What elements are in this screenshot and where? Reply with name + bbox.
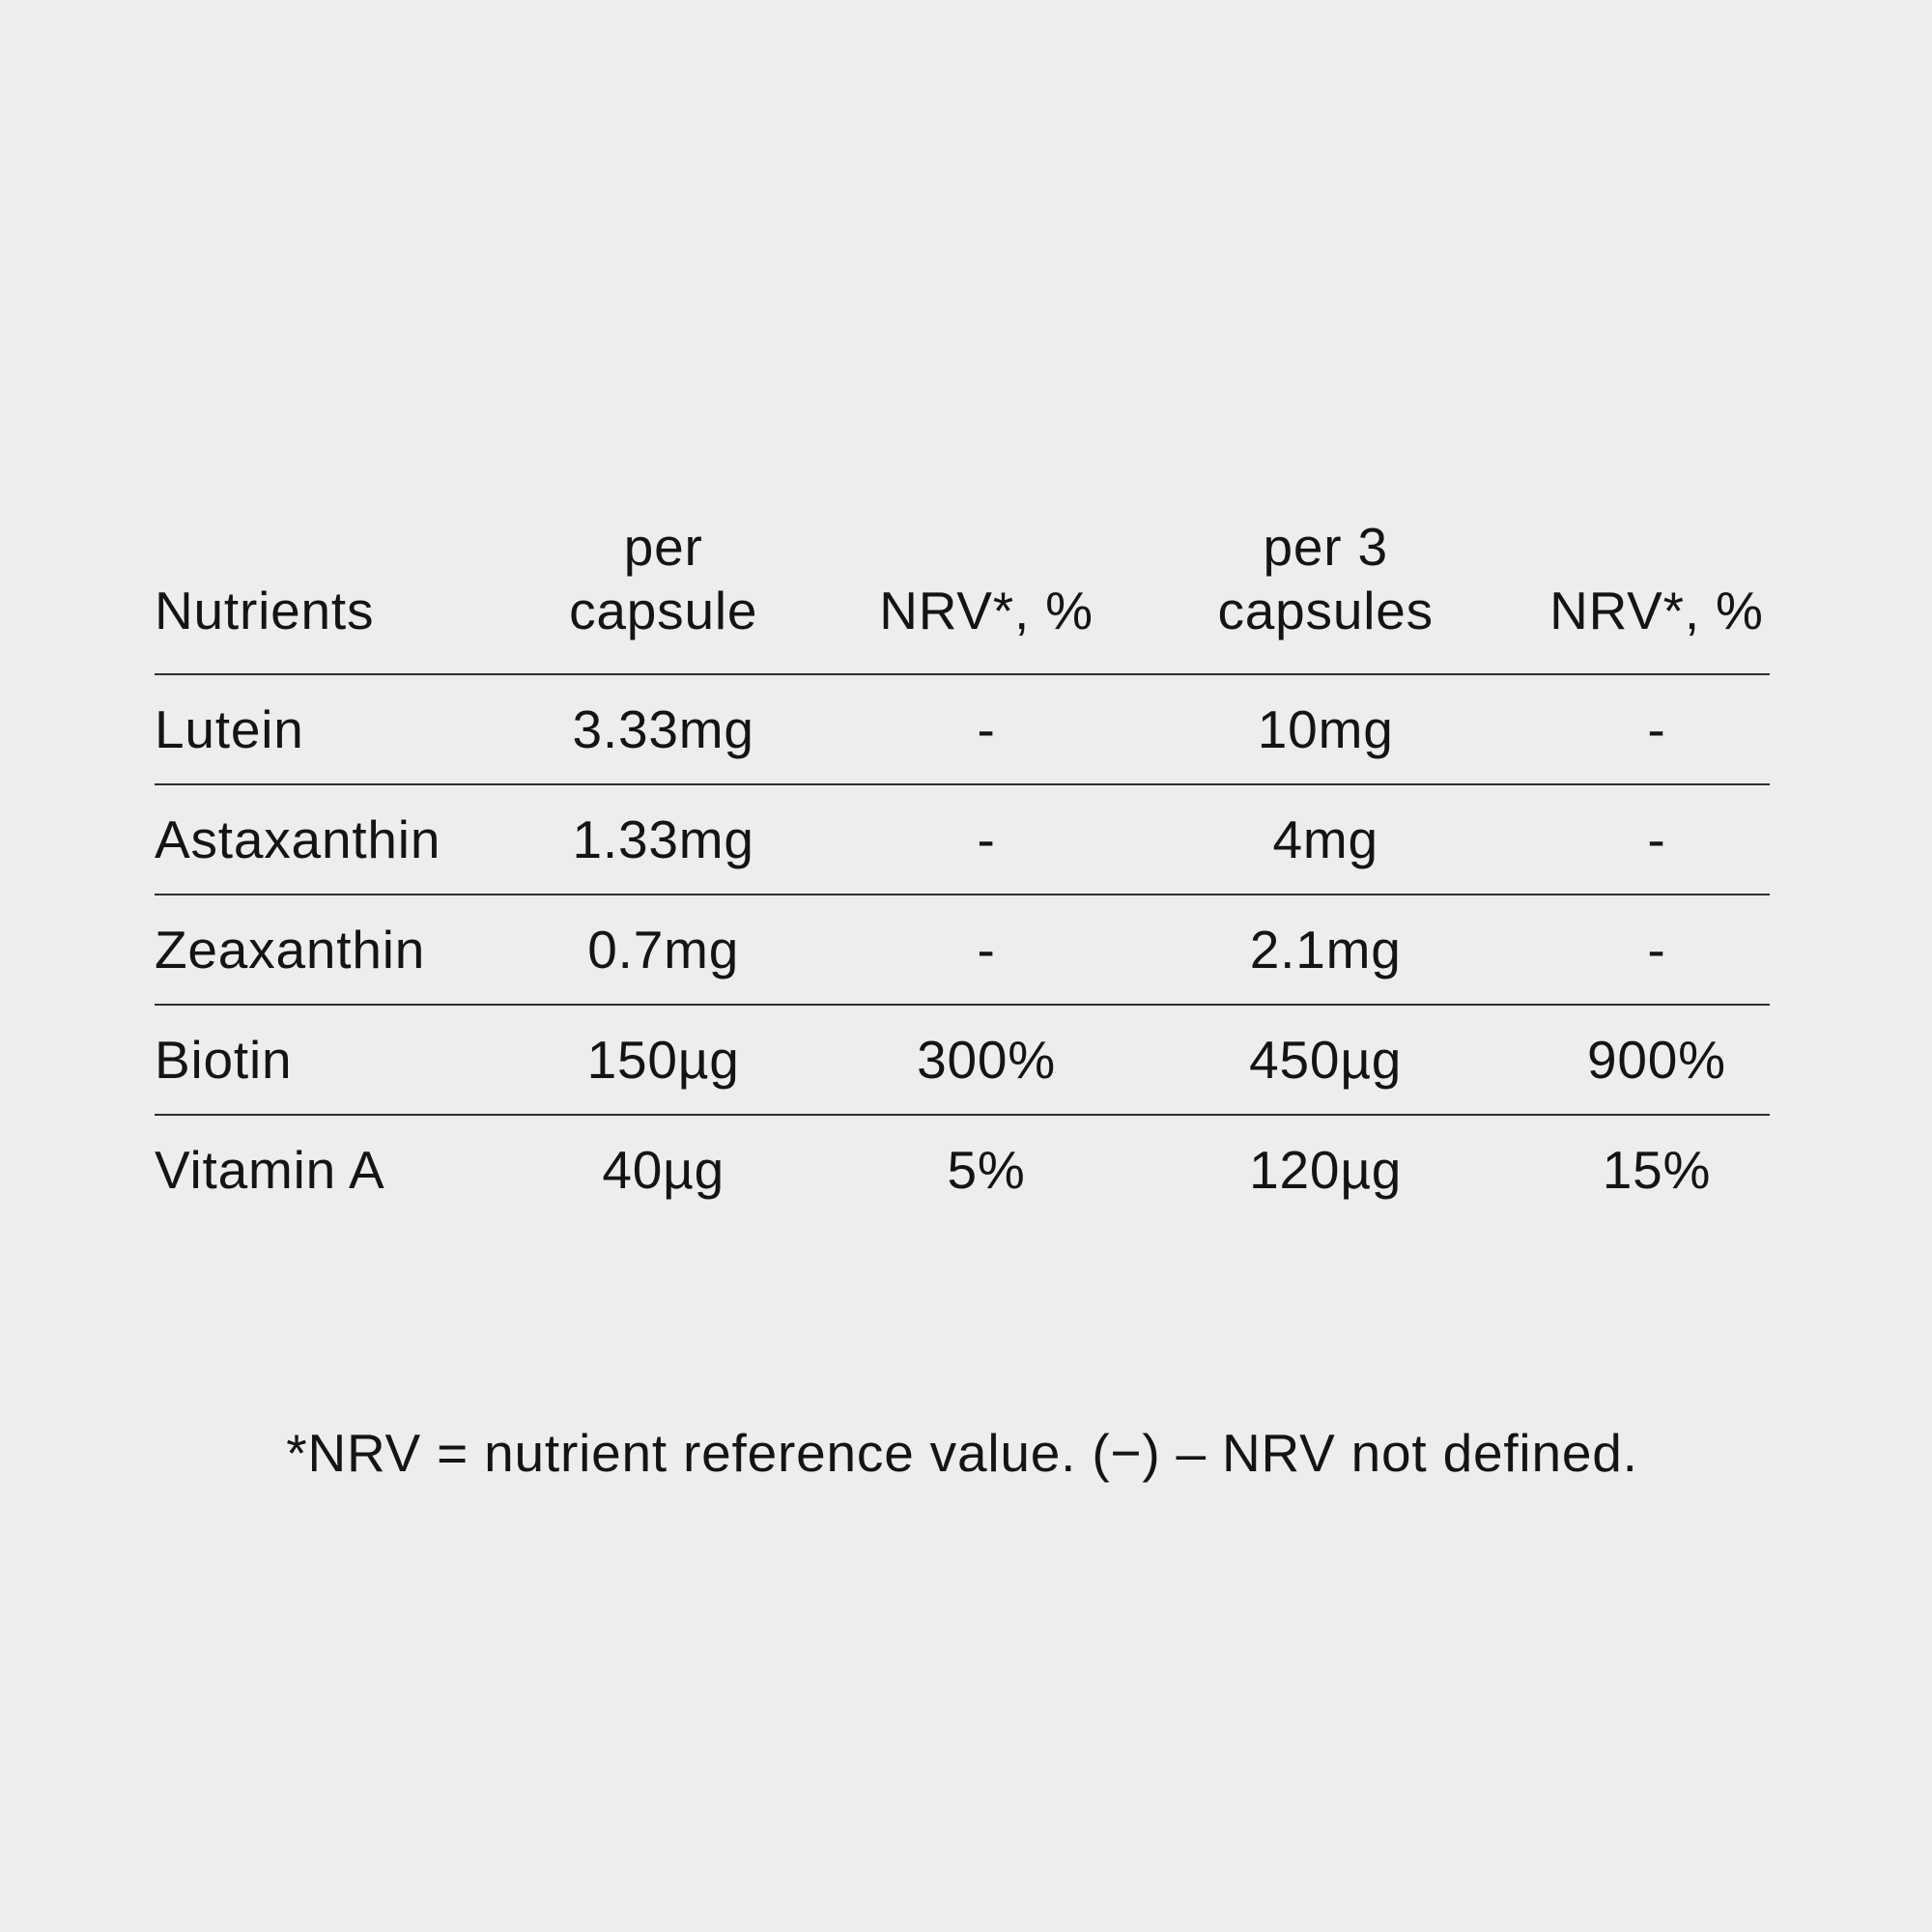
table-row-vitamin-a: Vitamin A 40µg 5% 120µg 15% [155, 1114, 1770, 1224]
nutrient-name-cell: Vitamin A [155, 1140, 385, 1200]
nutrient-name-cell: Zeaxanthin [155, 920, 426, 980]
header-label-line1: per 3 [1263, 517, 1388, 577]
header-label-line1: per [623, 517, 703, 577]
header-nrv-per-capsule: NRV*, % [866, 579, 1108, 642]
nrv-cell: 300% [917, 1030, 1056, 1090]
nrv-cell: - [977, 699, 996, 759]
per-3-capsules-cell: 10mg [1257, 699, 1394, 759]
table-row-zeaxanthin: Zeaxanthin 0.7mg - 2.1mg - [155, 894, 1770, 1004]
per-3-capsules-cell: 4mg [1272, 810, 1378, 869]
nrv-cell: 15% [1602, 1140, 1712, 1200]
per-capsule-cell: 3.33mg [572, 699, 754, 759]
nutrient-name-cell: Lutein [155, 699, 304, 759]
nrv-cell: 900% [1587, 1030, 1726, 1090]
nrv-cell: - [977, 810, 996, 869]
header-label-line2: capsule [569, 581, 758, 640]
per-capsule-cell: 150µg [586, 1030, 740, 1090]
per-3-capsules-cell: 2.1mg [1249, 920, 1402, 980]
nrv-cell: - [977, 920, 996, 980]
header-nrv-per-3-capsules: NRV*, % [1544, 579, 1770, 642]
per-capsule-cell: 1.33mg [572, 810, 754, 869]
header-label: NRV*, % [1549, 581, 1764, 640]
header-label-line2: capsules [1217, 581, 1434, 640]
nrv-cell: 5% [947, 1140, 1026, 1200]
header-label: NRV*, % [879, 581, 1094, 640]
header-per-capsule: per capsule [462, 515, 866, 642]
per-capsule-cell: 40µg [602, 1140, 724, 1200]
per-capsule-cell: 0.7mg [587, 920, 740, 980]
table-header-row: Nutrients per capsule NRV*, % per 3 caps… [155, 515, 1770, 673]
per-3-capsules-cell: 450µg [1249, 1030, 1403, 1090]
nutrient-name-cell: Astaxanthin [155, 810, 441, 869]
table-row-astaxanthin: Astaxanthin 1.33mg - 4mg - [155, 783, 1770, 894]
nutrient-name-cell: Biotin [155, 1030, 293, 1090]
header-label: Nutrients [155, 581, 375, 640]
per-3-capsules-cell: 120µg [1249, 1140, 1403, 1200]
nutrients-table: Nutrients per capsule NRV*, % per 3 caps… [155, 515, 1770, 1224]
nrv-footnote: *NRV = nutrient reference value. (−) – N… [286, 1423, 1638, 1483]
nrv-cell: - [1647, 699, 1666, 759]
table-row-biotin: Biotin 150µg 300% 450µg 900% [155, 1004, 1770, 1114]
table-row-lutein: Lutein 3.33mg - 10mg - [155, 673, 1770, 783]
nrv-cell: - [1647, 810, 1666, 869]
header-per-3-capsules: per 3 capsules [1107, 515, 1543, 642]
header-nutrients: Nutrients [155, 579, 462, 642]
nrv-cell: - [1647, 920, 1666, 980]
